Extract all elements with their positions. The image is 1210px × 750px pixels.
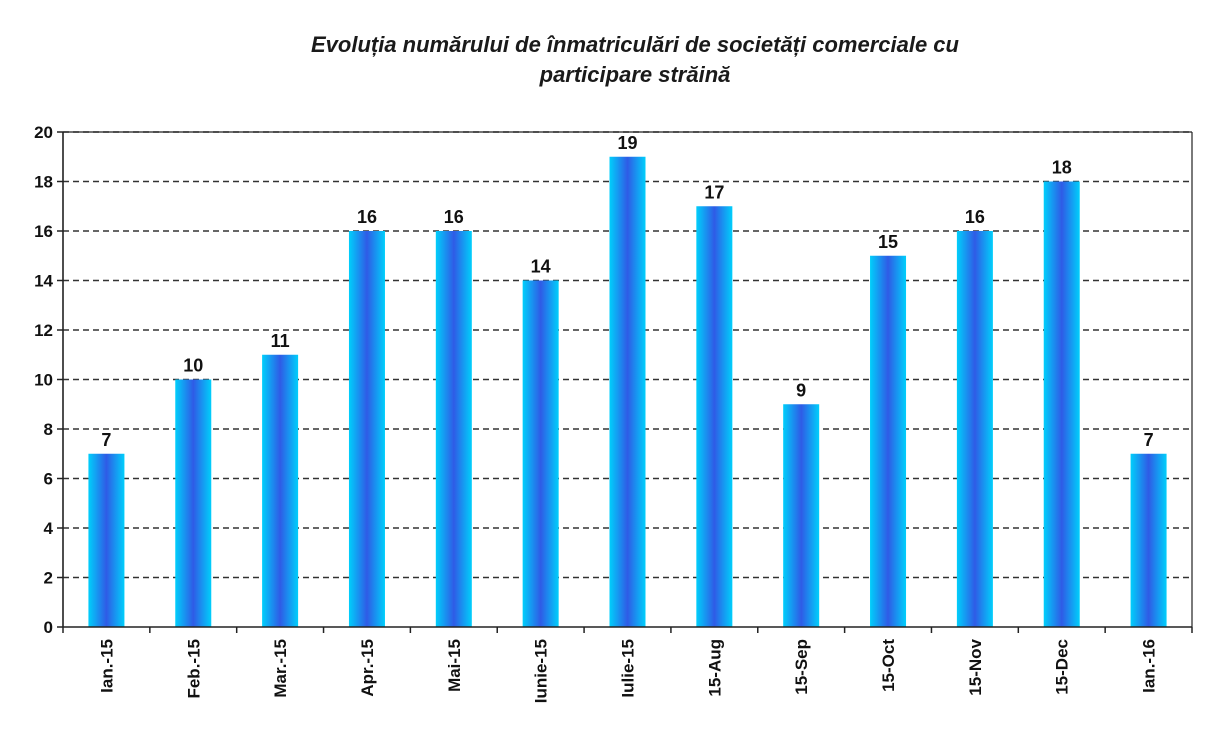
bar xyxy=(522,280,559,627)
bar xyxy=(870,255,907,627)
y-tick-label: 10 xyxy=(34,371,53,390)
y-tick-label: 18 xyxy=(34,173,53,192)
y-tick-label: 16 xyxy=(34,222,53,241)
data-label: 9 xyxy=(796,380,806,400)
x-tick-label: Mai-15 xyxy=(445,639,464,692)
data-label: 14 xyxy=(531,257,551,277)
y-tick-label: 2 xyxy=(44,569,53,588)
x-tick-label: 15-Sep xyxy=(792,639,811,695)
chart-title: Evoluția numărului de înmatriculări de s… xyxy=(0,30,1210,90)
axes xyxy=(57,131,1193,633)
data-labels: 7 10 11 16 16 14 19 17 9 15 16 18 7 xyxy=(101,133,1153,450)
data-label: 15 xyxy=(878,232,898,252)
bar xyxy=(175,379,212,627)
bar xyxy=(262,354,299,627)
bar xyxy=(1130,453,1167,627)
y-tick-labels: 0 2 4 6 8 10 12 14 16 18 20 xyxy=(34,123,53,637)
x-tick-label: Iunie-15 xyxy=(532,639,551,703)
y-tick-label: 12 xyxy=(34,321,53,340)
x-tick-label: Feb.-15 xyxy=(184,639,203,699)
x-tick-label: Ian.-15 xyxy=(97,639,116,693)
chart-title-line-2: participare străină xyxy=(539,62,731,87)
y-tick-label: 8 xyxy=(44,420,53,439)
bar xyxy=(956,231,993,627)
y-tick-label: 0 xyxy=(44,618,53,637)
data-label: 10 xyxy=(183,356,203,376)
y-tick-label: 20 xyxy=(34,123,53,142)
bar xyxy=(88,453,125,627)
bar xyxy=(783,404,820,627)
y-tick-label: 14 xyxy=(34,272,53,291)
data-label: 16 xyxy=(444,207,464,227)
bar xyxy=(609,156,646,627)
data-label: 16 xyxy=(357,207,377,227)
data-label: 16 xyxy=(965,207,985,227)
x-tick-label: Ian.-16 xyxy=(1140,639,1159,693)
data-label: 17 xyxy=(704,182,724,202)
y-tick-label: 4 xyxy=(44,519,54,538)
bar xyxy=(348,231,385,627)
y-tick-label: 6 xyxy=(44,470,53,489)
bar xyxy=(696,206,733,627)
x-tick-label: 15-Nov xyxy=(966,638,985,695)
data-label: 19 xyxy=(617,133,637,153)
data-label: 7 xyxy=(101,430,111,450)
data-label: 7 xyxy=(1144,430,1154,450)
x-tick-labels: Ian.-15 Feb.-15 Mar.-15 Apr.-15 Mai-15 Iunie-… xyxy=(97,638,1158,703)
data-label: 18 xyxy=(1052,158,1072,178)
bars xyxy=(88,156,1167,627)
bar xyxy=(435,231,472,627)
x-tick-label: Apr.-15 xyxy=(358,639,377,697)
x-tick-label: Iulie-15 xyxy=(619,639,638,698)
data-label: 11 xyxy=(271,331,290,351)
chart-title-line-1: Evoluția numărului de înmatriculări de s… xyxy=(311,32,959,57)
x-tick-label: 15-Aug xyxy=(705,639,724,697)
x-tick-label: 15-Dec xyxy=(1053,639,1072,695)
bar xyxy=(1043,181,1080,627)
x-tick-label: Mar.-15 xyxy=(271,639,290,698)
x-tick-label: 15-Oct xyxy=(879,639,898,692)
